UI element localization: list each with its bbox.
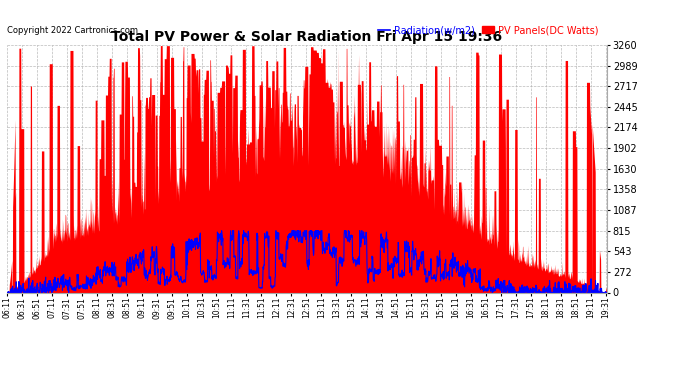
Title: Total PV Power & Solar Radiation Fri Apr 15 19:36: Total PV Power & Solar Radiation Fri Apr… (112, 30, 502, 44)
Legend: Radiation(w/m2), PV Panels(DC Watts): Radiation(w/m2), PV Panels(DC Watts) (374, 21, 602, 39)
Text: Copyright 2022 Cartronics.com: Copyright 2022 Cartronics.com (7, 26, 138, 35)
